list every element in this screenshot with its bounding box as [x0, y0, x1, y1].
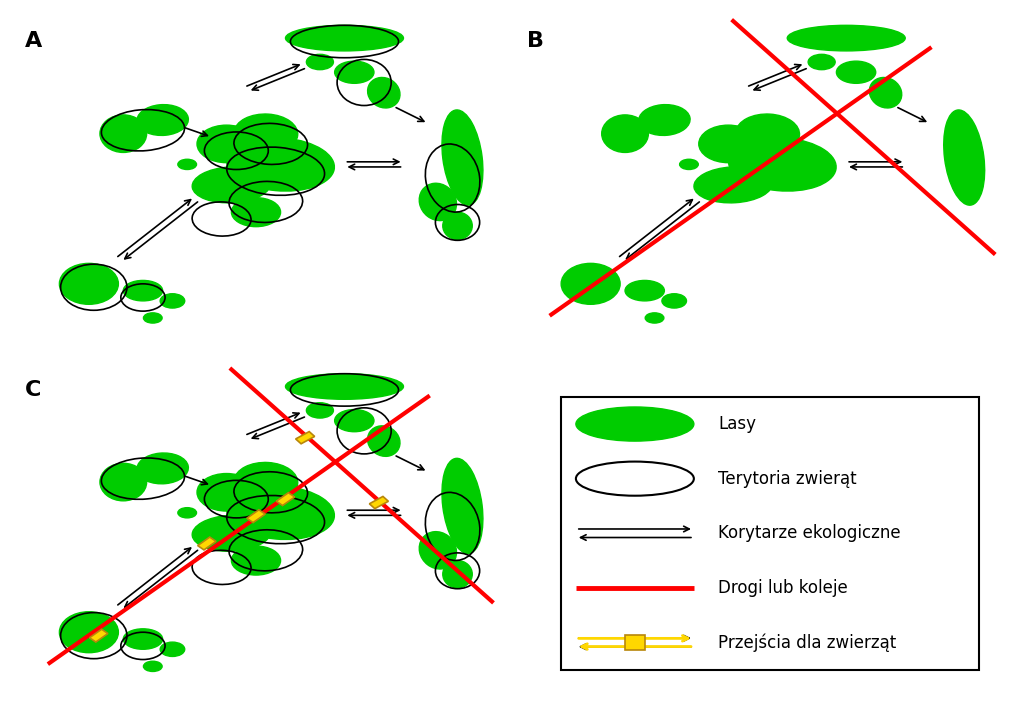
Ellipse shape: [645, 313, 664, 323]
Ellipse shape: [662, 294, 686, 308]
Bar: [296, 432, 314, 444]
Text: Korytarze ekologiczne: Korytarze ekologiczne: [719, 524, 901, 542]
Ellipse shape: [178, 508, 197, 518]
Text: Przejścia dla zwierząt: Przejścia dla zwierząt: [719, 634, 897, 652]
Ellipse shape: [680, 159, 698, 169]
Ellipse shape: [728, 138, 837, 191]
Text: Drogi lub koleje: Drogi lub koleje: [719, 579, 848, 597]
Ellipse shape: [808, 54, 836, 70]
Ellipse shape: [143, 661, 162, 671]
Ellipse shape: [231, 198, 281, 227]
Ellipse shape: [944, 110, 985, 205]
Text: Lasy: Lasy: [719, 415, 757, 433]
Bar: [370, 496, 388, 508]
Ellipse shape: [335, 410, 374, 432]
Ellipse shape: [123, 629, 163, 649]
Ellipse shape: [639, 105, 690, 135]
FancyBboxPatch shape: [561, 397, 979, 670]
Ellipse shape: [137, 105, 188, 135]
Ellipse shape: [442, 560, 472, 588]
Ellipse shape: [100, 115, 146, 152]
Ellipse shape: [306, 54, 334, 70]
Bar: [198, 537, 216, 550]
Bar: [247, 510, 265, 523]
Ellipse shape: [197, 125, 256, 163]
Ellipse shape: [787, 26, 905, 51]
Ellipse shape: [137, 453, 188, 483]
Ellipse shape: [419, 532, 457, 569]
Ellipse shape: [160, 294, 184, 308]
Ellipse shape: [368, 77, 400, 108]
Ellipse shape: [123, 280, 163, 301]
Ellipse shape: [160, 642, 184, 656]
Ellipse shape: [193, 515, 270, 551]
Ellipse shape: [100, 464, 146, 501]
Ellipse shape: [442, 110, 483, 205]
Ellipse shape: [233, 462, 298, 502]
Bar: [625, 635, 645, 650]
Ellipse shape: [735, 114, 800, 154]
Ellipse shape: [368, 426, 400, 456]
Ellipse shape: [59, 263, 119, 304]
Ellipse shape: [625, 280, 665, 301]
Ellipse shape: [442, 212, 472, 240]
Ellipse shape: [694, 167, 772, 203]
Ellipse shape: [286, 26, 403, 51]
Ellipse shape: [197, 474, 256, 511]
Ellipse shape: [59, 611, 119, 653]
Bar: [89, 629, 108, 642]
Ellipse shape: [233, 114, 298, 154]
Ellipse shape: [698, 125, 758, 163]
Text: Terytoria zwierąt: Terytoria zwierąt: [719, 470, 857, 488]
Ellipse shape: [231, 546, 281, 575]
Ellipse shape: [226, 138, 335, 191]
Ellipse shape: [193, 167, 270, 203]
Ellipse shape: [869, 77, 902, 108]
Ellipse shape: [335, 61, 374, 83]
Text: B: B: [526, 31, 544, 51]
Ellipse shape: [306, 402, 334, 418]
Text: A: A: [25, 31, 42, 51]
Ellipse shape: [442, 459, 483, 554]
Bar: [276, 493, 295, 506]
Ellipse shape: [575, 407, 694, 441]
Ellipse shape: [837, 61, 876, 83]
Ellipse shape: [143, 313, 162, 323]
Text: C: C: [25, 380, 41, 400]
Ellipse shape: [178, 159, 197, 169]
Ellipse shape: [602, 115, 648, 152]
Ellipse shape: [286, 374, 403, 400]
Ellipse shape: [226, 486, 335, 540]
Ellipse shape: [419, 183, 457, 220]
Ellipse shape: [561, 263, 621, 304]
